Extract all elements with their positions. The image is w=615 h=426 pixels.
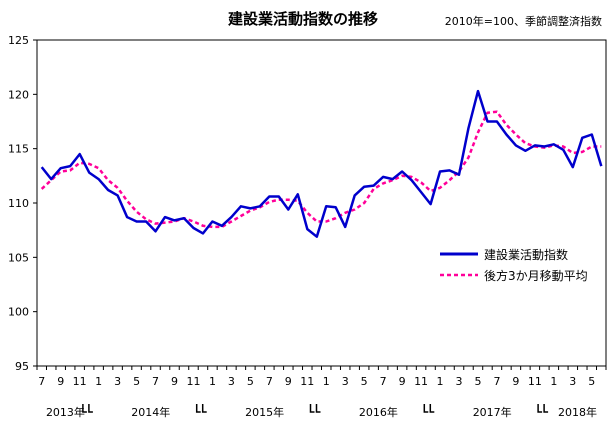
x-tick-label-21: 1 [437, 375, 444, 388]
year-separator-1 [195, 404, 207, 413]
year-separator-mark-1-0 [195, 404, 201, 413]
x-tick-label-11: 5 [247, 375, 254, 388]
year-separator-mark-2-1 [315, 404, 321, 413]
x-tick-label-22: 3 [456, 375, 463, 388]
y-tick-label-6: 125 [8, 34, 29, 47]
plot-area [36, 39, 607, 367]
x-tick-label-6: 7 [152, 375, 159, 388]
year-label-0: 2013年 [46, 405, 85, 419]
y-tick-label-1: 100 [8, 306, 29, 319]
x-tick-label-28: 3 [569, 375, 576, 388]
x-tick-label-5: 5 [133, 375, 140, 388]
year-separator-0 [82, 404, 93, 413]
x-tick-label-29: 5 [588, 375, 595, 388]
year-label-2: 2015年 [245, 405, 284, 419]
x-tick-label-18: 7 [380, 375, 387, 388]
year-separator-mark-1-1 [201, 404, 207, 413]
year-separator-mark-4-0 [537, 404, 543, 413]
x-tick-label-13: 9 [285, 375, 292, 388]
chart-subtitle: 2010年=100、季節調整済指数 [445, 14, 602, 28]
x-tick-label-10: 3 [228, 375, 235, 388]
y-tick-label-4: 115 [8, 143, 29, 156]
x-tick-label-0: 7 [38, 375, 45, 388]
x-tick-label-19: 9 [399, 375, 406, 388]
x-tick-label-3: 1 [95, 375, 102, 388]
year-label-3: 2016年 [359, 405, 398, 419]
x-tick-label-1: 9 [57, 375, 64, 388]
chart-title: 建設業活動指数の推移 [228, 10, 378, 28]
x-tick-label-25: 9 [512, 375, 519, 388]
x-tick-label-16: 3 [342, 375, 349, 388]
series-line-index [40, 89, 603, 238]
year-separator-mark-0-1 [88, 404, 93, 413]
x-tick-label-23: 5 [474, 375, 481, 388]
year-separator-mark-2-0 [309, 404, 315, 413]
year-label-5: 2018年 [558, 405, 597, 419]
legend-label-moving-average: 後方3か月移動平均 [484, 268, 588, 283]
legend-label-index: 建設業活動指数 [484, 247, 568, 262]
x-tick-label-17: 5 [361, 375, 368, 388]
x-tick-label-8: 11 [186, 375, 200, 388]
y-tick-label-3: 110 [8, 197, 29, 210]
year-separator-3 [423, 404, 435, 413]
x-tick-label-15: 1 [323, 375, 330, 388]
year-separator-mark-3-0 [423, 404, 429, 413]
y-tick-label-0: 95 [15, 360, 29, 373]
x-tick-label-24: 7 [493, 375, 500, 388]
y-tick-label-5: 120 [8, 88, 29, 101]
y-tick-label-2: 105 [8, 251, 29, 264]
series-layer [40, 89, 603, 238]
y-axis: 95 100 105 110 115 120 125 [8, 34, 37, 373]
x-tick-label-7: 9 [171, 375, 178, 388]
x-tick-label-4: 3 [114, 375, 121, 388]
year-label-1: 2014年 [131, 405, 170, 419]
year-separator-4 [537, 404, 549, 413]
x-tick-label-27: 1 [550, 375, 557, 388]
legend: 建設業活動指数 後方3か月移動平均 [440, 247, 588, 283]
series-line-moving-average [40, 110, 602, 229]
year-separator-mark-4-1 [543, 404, 549, 413]
x-tick-label-14: 11 [300, 375, 314, 388]
x-tick-label-9: 1 [209, 375, 216, 388]
x-tick-label-12: 7 [266, 375, 273, 388]
year-label-4: 2017年 [473, 405, 512, 419]
year-separator-mark-0-0 [82, 404, 87, 413]
year-separator-2 [309, 404, 321, 413]
x-tick-label-26: 11 [528, 375, 542, 388]
year-separator-mark-3-1 [429, 404, 435, 413]
x-axis: 7 9 11 1 3 5 7 9 11 1 3 5 7 9 11 1 3 5 7 9 11 1 3 5 7 9 11 1 3 52013年… [36, 366, 607, 419]
x-tick-label-20: 11 [414, 375, 428, 388]
x-tick-label-2: 11 [73, 375, 87, 388]
